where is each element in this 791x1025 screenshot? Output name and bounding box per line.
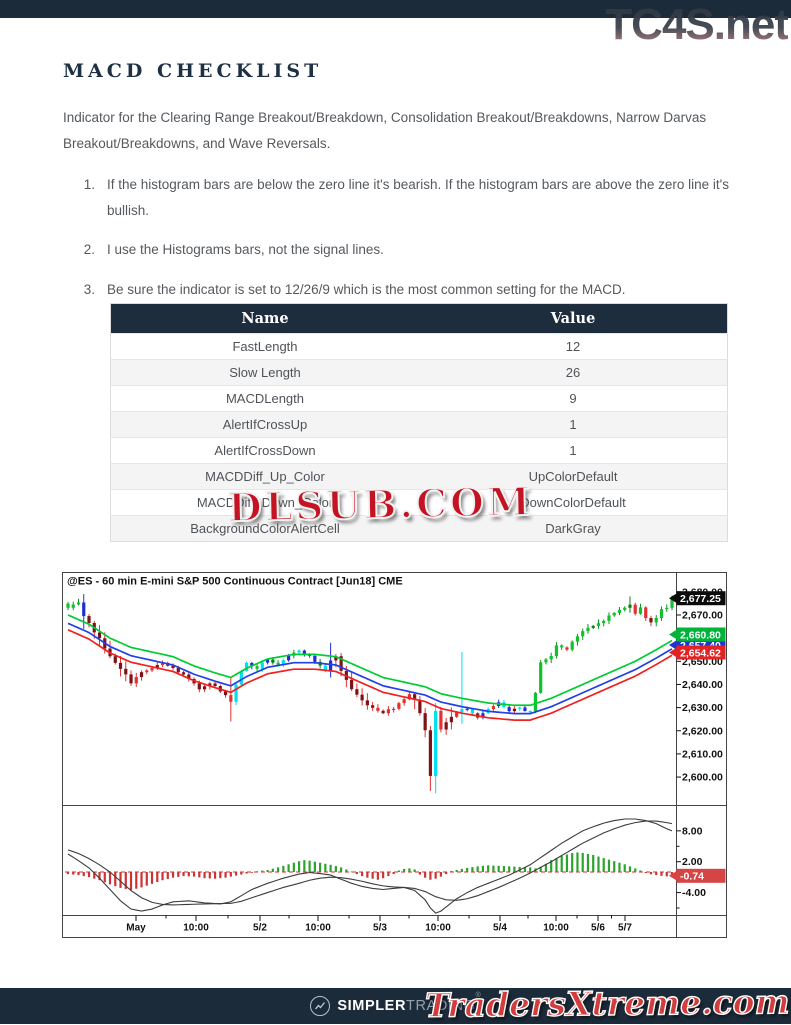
table-cell: MACDDiff_Up_Color bbox=[110, 463, 419, 490]
watermark-dlsub: DLSUB.COM bbox=[227, 478, 535, 532]
ma-lines bbox=[67, 614, 673, 721]
table-cell: MACDLength bbox=[110, 385, 419, 412]
ma-upper bbox=[67, 614, 673, 707]
price-badges: 2,677.252,657.402,654.622,660.80 bbox=[669, 591, 726, 660]
chart-title: @ES - 60 min E-mini S&P 500 Continuous C… bbox=[67, 576, 403, 588]
svg-text:5/7: 5/7 bbox=[618, 923, 632, 934]
table-cell: 1 bbox=[419, 411, 728, 438]
table-row: Slow Length 26 bbox=[110, 359, 728, 386]
ma-mid bbox=[67, 622, 673, 715]
time-axis: May 10:00 5/2 10:00 5/3 10:00 5/4 10:00 5/6 5/7 bbox=[126, 915, 632, 934]
checklist: 1. If the histogram bars are below the z… bbox=[63, 172, 731, 317]
svg-text:8.00: 8.00 bbox=[682, 825, 703, 837]
item-number: 1. bbox=[83, 177, 95, 192]
svg-text:10:00: 10:00 bbox=[425, 923, 451, 934]
svg-text:-0.74: -0.74 bbox=[680, 871, 704, 883]
svg-text:2,600.00: 2,600.00 bbox=[682, 772, 723, 784]
trend-line-icon bbox=[310, 996, 331, 1016]
table-cell: DownColorDefault bbox=[419, 489, 728, 516]
table-header-value: Value bbox=[419, 303, 728, 334]
table-row: MACDLength 9 bbox=[110, 385, 728, 412]
item-text: I use the Histograms bars, not the signa… bbox=[107, 242, 384, 258]
macd-badge: -0.74 bbox=[669, 868, 726, 883]
svg-text:2,654.62: 2,654.62 bbox=[680, 647, 721, 659]
brand-simpler: SIMPLER bbox=[337, 998, 407, 1014]
svg-text:5/6: 5/6 bbox=[591, 923, 605, 934]
table-header-row: Name Value bbox=[110, 303, 728, 334]
macd-chart: 2,680.002,670.002,660.002,650.002,640.00… bbox=[62, 572, 727, 938]
settings-table: Name Value FastLength 12 Slow Length 26 MACD… bbox=[110, 303, 728, 542]
checklist-item: 2. I use the Histograms bars, not the si… bbox=[63, 237, 731, 263]
table-cell: 1 bbox=[419, 437, 728, 464]
item-number: 3. bbox=[83, 281, 95, 297]
table-cell: AlertIfCrossUp bbox=[110, 411, 419, 438]
checklist-item: 1. If the histogram bars are below the z… bbox=[63, 172, 731, 223]
page-title: MACD CHECKLIST bbox=[63, 60, 323, 82]
table-row: FastLength 12 bbox=[110, 333, 728, 360]
macd-axis: 8.00 2.00 -4.00 bbox=[676, 825, 706, 909]
table-cell: DarkGray bbox=[419, 515, 728, 542]
table-cell: BackgroundColorAlertCell bbox=[110, 515, 419, 542]
svg-text:2,677.25: 2,677.25 bbox=[680, 593, 721, 605]
svg-text:-4.00: -4.00 bbox=[682, 887, 706, 899]
svg-text:5/4: 5/4 bbox=[493, 923, 507, 934]
svg-text:2,620.00: 2,620.00 bbox=[682, 725, 723, 737]
table-row: AlertIfCrossDown 1 bbox=[110, 437, 728, 464]
svg-text:2,610.00: 2,610.00 bbox=[682, 748, 723, 760]
svg-text:2,670.00: 2,670.00 bbox=[682, 610, 723, 622]
ma-lower bbox=[67, 629, 673, 721]
table-cell: 12 bbox=[419, 333, 728, 360]
chart-svg: 2,680.002,670.002,660.002,650.002,640.00… bbox=[62, 572, 727, 938]
registered-mark: ® bbox=[475, 992, 481, 999]
signal-line bbox=[67, 820, 673, 906]
brand-trading: TRADING bbox=[406, 998, 476, 1014]
item-text: Be sure the indicator is set to 12/26/9 … bbox=[107, 281, 626, 297]
table-header-name: Name bbox=[110, 303, 419, 334]
svg-text:2.00: 2.00 bbox=[682, 856, 703, 868]
chart-frame bbox=[62, 572, 727, 938]
watermark-tc4s: TC4S.net bbox=[605, 0, 789, 49]
svg-text:May: May bbox=[126, 923, 146, 934]
table-row: BackgroundColorAlertCell DarkGray bbox=[110, 515, 728, 542]
item-text: If the histogram bars are below the zero… bbox=[107, 177, 729, 218]
table-cell: 26 bbox=[419, 359, 728, 386]
svg-text:2,630.00: 2,630.00 bbox=[682, 702, 723, 714]
svg-text:10:00: 10:00 bbox=[305, 923, 331, 934]
macd-pane bbox=[65, 818, 674, 914]
svg-text:5/3: 5/3 bbox=[373, 923, 387, 934]
table-row: MACDDiff_Down_Color DownColorDefault bbox=[110, 489, 728, 516]
svg-text:10:00: 10:00 bbox=[543, 923, 569, 934]
description: Indicator for the Clearing Range Breakou… bbox=[63, 110, 707, 152]
table-cell: UpColorDefault bbox=[419, 463, 728, 490]
price-axis: 2,680.002,670.002,660.002,650.002,640.00… bbox=[676, 586, 723, 784]
chart-title-group: @ES - 60 min E-mini S&P 500 Continuous C… bbox=[67, 576, 403, 588]
table-cell: Slow Length bbox=[110, 359, 419, 386]
table-row: MACDDiff_Up_Color UpColorDefault bbox=[110, 463, 728, 490]
svg-text:2,640.00: 2,640.00 bbox=[682, 679, 723, 691]
table-cell: FastLength bbox=[110, 333, 419, 360]
top-bar bbox=[0, 0, 791, 18]
macd-line bbox=[67, 818, 673, 914]
table-cell: 9 bbox=[419, 385, 728, 412]
svg-text:10:00: 10:00 bbox=[183, 923, 209, 934]
svg-text:5/2: 5/2 bbox=[253, 923, 267, 934]
checklist-item: 3. Be sure the indicator is set to 12/26… bbox=[63, 277, 731, 303]
simpler-trading-logo: SIMPLERTRADING® bbox=[310, 992, 481, 1016]
table-cell: AlertIfCrossDown bbox=[110, 437, 419, 464]
svg-text:2,660.80: 2,660.80 bbox=[680, 629, 721, 641]
item-number: 2. bbox=[83, 242, 95, 258]
table-row: AlertIfCrossUp 1 bbox=[110, 411, 728, 438]
footer-bar: SIMPLERTRADING® bbox=[0, 988, 791, 1024]
watermark-tradersxtreme: TradersXtreme.com bbox=[424, 981, 791, 1025]
table-cell: MACDDiff_Down_Color bbox=[110, 489, 419, 516]
